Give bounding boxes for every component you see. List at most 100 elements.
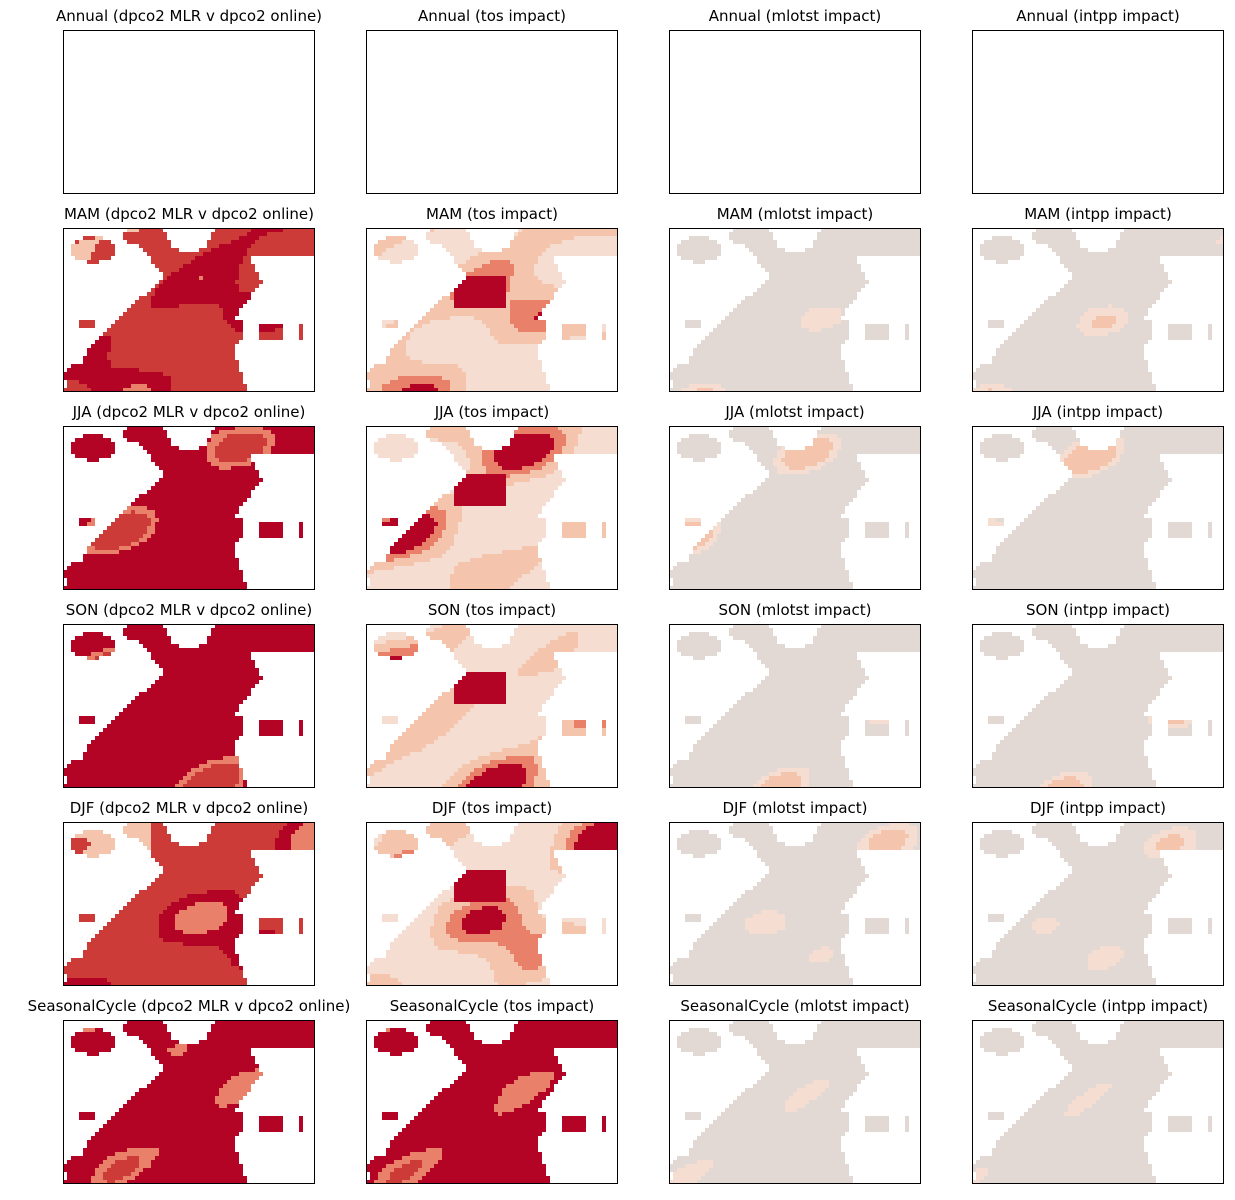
- heatmap-cell: [526, 324, 530, 328]
- heatmap-cell: [829, 364, 833, 368]
- heatmap-cell: [1136, 256, 1140, 260]
- heatmap-cell: [506, 320, 510, 324]
- heatmap-cell: [869, 332, 873, 336]
- heatmap-cell: [135, 348, 139, 352]
- heatmap-cell: [107, 252, 111, 256]
- heatmap-cell: [107, 364, 111, 368]
- heatmap-cell: [450, 356, 454, 360]
- heatmap-cell: [793, 344, 797, 348]
- heatmap-cell: [163, 260, 167, 264]
- heatmap-cell: [223, 360, 227, 364]
- heatmap-cell: [586, 248, 590, 252]
- heatmap-cell: [470, 320, 474, 324]
- heatmap-cell: [139, 380, 143, 384]
- heatmap-cell: [518, 388, 522, 392]
- heatmap-cell: [167, 304, 171, 308]
- heatmap-cell: [474, 360, 478, 364]
- heatmap-cell: [107, 348, 111, 352]
- heatmap-cell: [394, 352, 398, 356]
- heatmap-cell: [119, 356, 123, 360]
- heatmap-cell: [271, 228, 275, 232]
- heatmap-cell: [562, 232, 566, 236]
- heatmap-cell: [909, 248, 913, 252]
- heatmap-cell: [175, 384, 179, 388]
- heatmap-cell: [414, 352, 418, 356]
- heatmap-cell: [450, 332, 454, 336]
- heatmap-cell: [299, 328, 303, 332]
- heatmap-cell: [829, 348, 833, 352]
- heatmap-cell: [95, 352, 99, 356]
- heatmap-cell: [207, 348, 211, 352]
- heatmap-cell: [506, 276, 510, 280]
- heatmap-cell: [889, 252, 893, 256]
- heatmap-cell: [458, 308, 462, 312]
- heatmap-cell: [797, 388, 801, 392]
- heatmap-cell: [454, 352, 458, 356]
- heatmap-cell: [518, 276, 522, 280]
- heatmap-cell: [1144, 228, 1148, 232]
- heatmap-cell: [235, 284, 239, 288]
- heatmap-cell: [442, 384, 446, 388]
- heatmap-cell: [777, 364, 781, 368]
- heatmap-cell: [761, 244, 765, 248]
- heatmap-cell: [486, 304, 490, 308]
- heatmap-cell: [107, 384, 111, 388]
- heatmap-cell: [147, 372, 151, 376]
- heatmap-cell: [187, 276, 191, 280]
- heatmap-cell: [749, 228, 753, 232]
- heatmap-cell: [311, 236, 315, 240]
- heatmap-cell: [406, 332, 410, 336]
- heatmap-cell: [781, 316, 785, 320]
- heatmap-cell: [259, 332, 263, 336]
- heatmap-cell: [534, 292, 538, 296]
- heatmap-cell: [482, 264, 486, 268]
- heatmap-cell: [1172, 244, 1176, 248]
- heatmap-cell: [211, 380, 215, 384]
- heatmap-cell: [251, 280, 255, 284]
- heatmap-cell: [1196, 244, 1200, 248]
- heatmap-cell: [207, 328, 211, 332]
- heatmap-cell: [155, 384, 159, 388]
- heatmap-cell: [490, 368, 494, 372]
- heatmap-cell: [115, 364, 119, 368]
- heatmap-cell: [466, 380, 470, 384]
- heatmap-cell: [825, 356, 829, 360]
- heatmap-cell: [215, 272, 219, 276]
- heatmap-cell: [115, 380, 119, 384]
- heatmap-cell: [1120, 256, 1124, 260]
- heatmap-cell: [418, 352, 422, 356]
- heatmap-cell: [825, 320, 829, 324]
- heatmap-cell: [749, 364, 753, 368]
- heatmap-cell: [470, 336, 474, 340]
- heatmap-cell: [235, 380, 239, 384]
- heatmap-cell: [522, 272, 526, 276]
- heatmap-cell: [861, 252, 865, 256]
- heatmap-cell: [1076, 264, 1080, 268]
- heatmap-cell: [514, 264, 518, 268]
- heatmap-cell: [805, 276, 809, 280]
- heatmap-cell: [159, 244, 163, 248]
- heatmap-cell: [909, 236, 913, 240]
- heatmap-cell: [442, 352, 446, 356]
- heatmap-cell: [1152, 240, 1156, 244]
- heatmap-cell: [745, 364, 749, 368]
- heatmap-cell: [1164, 244, 1168, 248]
- heatmap-cell: [594, 244, 598, 248]
- heatmap-cell: [1132, 256, 1136, 260]
- heatmap-cell: [147, 360, 151, 364]
- heatmap-cell: [235, 364, 239, 368]
- heatmap-cell: [155, 244, 159, 248]
- heatmap-cell: [1164, 228, 1168, 232]
- heatmap-cell: [753, 384, 757, 388]
- heatmap-cell: [865, 244, 869, 248]
- heatmap-cell: [95, 248, 99, 252]
- heatmap-cell: [498, 340, 502, 344]
- heatmap-cell: [251, 288, 255, 292]
- heatmap-cell: [159, 384, 163, 388]
- heatmap-cell: [203, 324, 207, 328]
- heatmap-cell: [1076, 272, 1080, 276]
- heatmap-cell: [283, 248, 287, 252]
- heatmap-cell: [203, 384, 207, 388]
- heatmap-cell: [502, 364, 506, 368]
- heatmap-cell: [506, 360, 510, 364]
